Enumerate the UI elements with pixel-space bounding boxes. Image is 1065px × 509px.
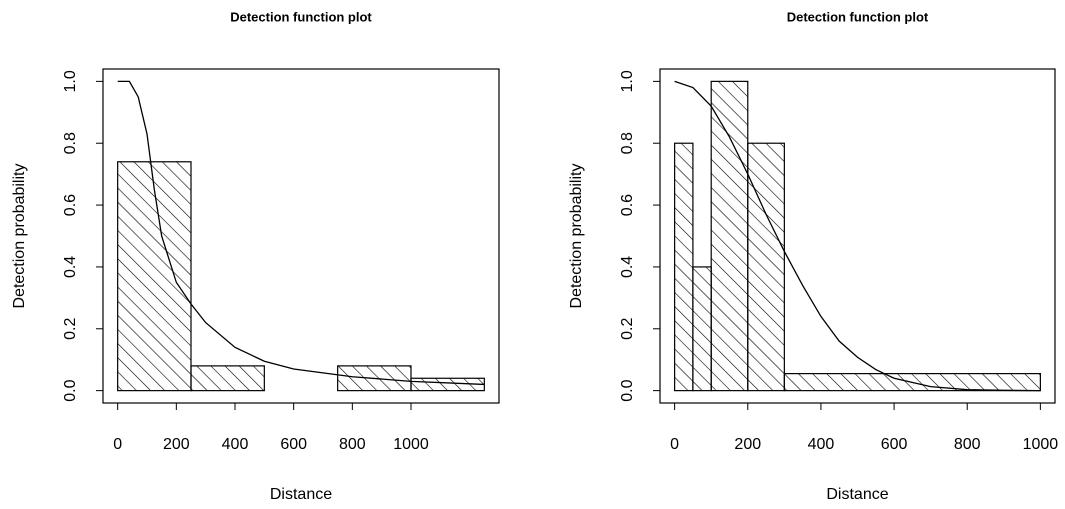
chart-title: Detection function plot (787, 9, 929, 24)
x-tick-label: 1000 (393, 436, 429, 453)
y-tick-label: 0.4 (62, 256, 79, 278)
x-tick-label: 800 (339, 436, 366, 453)
x-tick-label: 600 (881, 436, 908, 453)
y-tick-label: 0.2 (62, 318, 79, 340)
y-tick-label: 0.6 (619, 194, 636, 216)
x-axis-label: Distance (270, 486, 332, 503)
y-axis-label: Detection probability (568, 164, 585, 309)
y-tick-label: 0.8 (619, 132, 636, 154)
x-tick-label: 200 (734, 436, 761, 453)
bar (747, 142, 785, 392)
x-tick-label: 200 (163, 436, 190, 453)
x-tick-label: 0 (670, 436, 679, 453)
y-tick-label: 0.6 (62, 194, 79, 216)
x-tick-label: 400 (808, 436, 835, 453)
y-tick-label: 0.4 (619, 256, 636, 278)
bar (117, 161, 192, 392)
y-tick-label: 0.0 (619, 379, 636, 401)
fitted-curve (117, 80, 485, 386)
chart-title: Detection function plot (230, 9, 372, 24)
y-tick-label: 0.0 (62, 379, 79, 401)
bar (692, 266, 712, 392)
x-tick-label: 0 (113, 436, 122, 453)
y-axis-label: Detection probability (11, 164, 28, 309)
x-tick-label: 600 (280, 436, 307, 453)
x-tick-label: 800 (954, 436, 981, 453)
bar (674, 142, 694, 392)
y-tick-label: 1.0 (619, 70, 636, 92)
x-tick-label: 1000 (1023, 436, 1059, 453)
x-axis-label: Distance (826, 486, 888, 503)
x-tick-label: 400 (222, 436, 249, 453)
y-tick-label: 0.8 (62, 132, 79, 154)
fitted-curve (674, 80, 1041, 392)
bar (710, 80, 749, 392)
bar (190, 365, 265, 392)
y-tick-label: 0.2 (619, 318, 636, 340)
y-tick-label: 1.0 (62, 70, 79, 92)
